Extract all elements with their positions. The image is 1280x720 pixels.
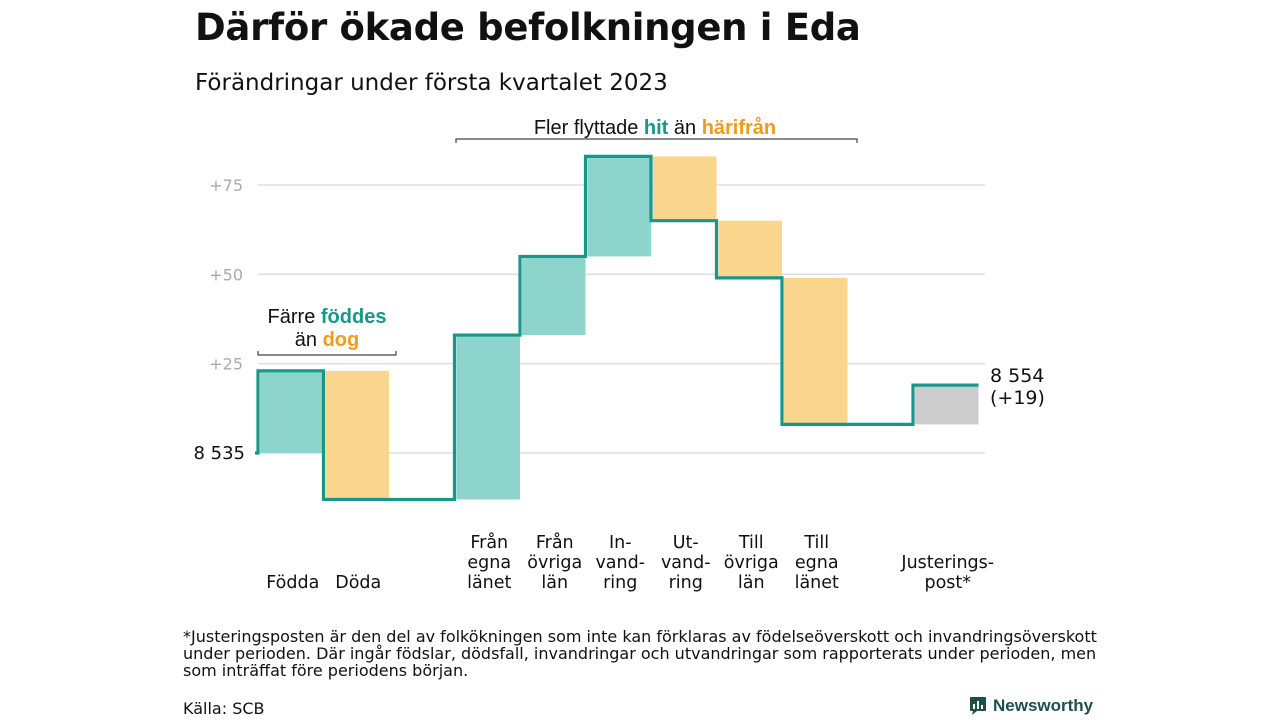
category-label: Ut-vand-ring [661,533,711,593]
annotation-migration: Fler flyttade hit än härifrån [534,116,776,139]
annotation-bracket [455,138,858,143]
category-label: In-vand-ring [595,533,645,593]
waterfall-bar [653,156,717,221]
cumulative-step-line [255,154,979,502]
end-value-label: 8 554 [990,365,1044,387]
source-note: Källa: SCB [183,699,265,718]
category-label: Födda [266,573,319,593]
category-label: Justerings-post* [900,553,994,593]
chart-subtitle: Förändringar under första kvartalet 2023 [195,70,668,96]
y-tick-label: +50 [209,265,243,284]
brand-name: Newsworthy [993,696,1094,715]
waterfall-bar [456,335,520,500]
waterfall-bar [260,370,324,453]
start-value-label: 8 535 [193,443,245,464]
waterfall-bar [522,256,586,336]
annotation-births-line2: än dog [295,329,359,351]
chart-title: Därför ökade befolkningen i Eda [195,6,861,49]
annotation-bracket [257,351,397,356]
y-tick-label: +75 [209,176,243,195]
footnote: *Justeringsposten är den del av folkökni… [183,627,1097,680]
category-label: Från övriga län [527,532,582,593]
category-label: Till övriga län [724,533,779,593]
end-change-label: (+19) [990,387,1045,409]
category-label: Från egna länet [467,532,511,593]
waterfall-bar [784,277,848,425]
category-label: Till egna länet [795,533,839,593]
waterfall-bar [325,370,389,500]
waterfall-bar [915,385,979,425]
newsworthy-logo-icon [970,697,986,715]
waterfall-bar [587,156,651,257]
waterfall-bar [718,220,782,278]
category-label: Döda [335,573,381,593]
brand-logo: Newsworthy [969,696,1093,716]
waterfall-chart: +25 +50 +75 Födda Döda Från egna länet Från övrig… [193,116,1045,593]
annotation-births-line1: Färre föddes [268,306,387,328]
y-tick-label: +25 [209,355,243,374]
